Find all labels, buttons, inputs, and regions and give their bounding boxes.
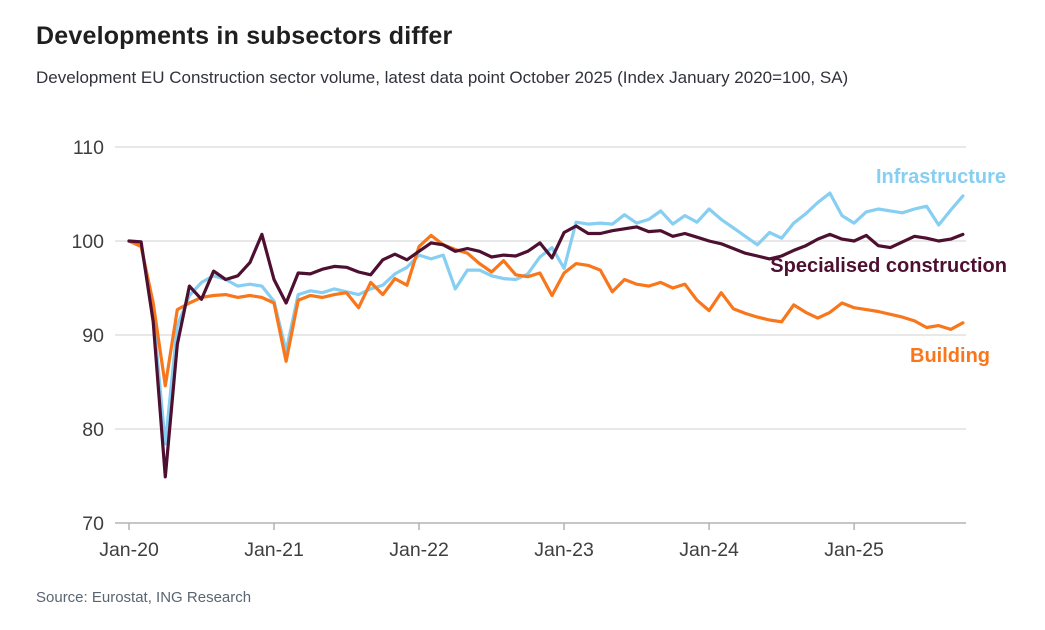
x-axis-label-Jan-21: Jan-21 (244, 539, 304, 561)
series-label-specialised-construction: Specialised construction (770, 255, 1007, 277)
y-axis-label-70: 70 (82, 513, 104, 535)
series-line-building (127, 233, 965, 388)
y-axis-label-110: 110 (73, 137, 104, 159)
source-note: Source: Eurostat, ING Research (36, 589, 252, 606)
x-axis-label-Jan-22: Jan-22 (389, 539, 449, 561)
series-line-specialised-construction (127, 224, 965, 479)
page-title: Developments in subsectors differ (36, 22, 453, 50)
x-axis-label-Jan-24: Jan-24 (679, 539, 739, 561)
x-axis-label-Jan-20: Jan-20 (99, 539, 159, 561)
x-axis-label-Jan-25: Jan-25 (824, 539, 884, 561)
series-label-infrastructure: Infrastructure (875, 166, 1006, 188)
x-axis-label-Jan-23: Jan-23 (534, 539, 594, 561)
line-chart: Jan-20 Jan-21 Jan-22 Jan-23 Jan-24 Jan-25 70 80… (0, 120, 1045, 575)
series-label-building: Building (910, 345, 990, 367)
y-axis-label-90: 90 (82, 325, 104, 347)
chart-canvas: Jan-20 Jan-21 Jan-22 Jan-23 Jan-24 Jan-25 70 80… (71, 137, 966, 561)
series-line-infrastructure (127, 191, 965, 446)
chart-subtitle: Development EU Construction sector volum… (36, 68, 849, 87)
y-axis-label-100: 100 (71, 231, 104, 253)
y-axis-label-80: 80 (82, 419, 104, 441)
